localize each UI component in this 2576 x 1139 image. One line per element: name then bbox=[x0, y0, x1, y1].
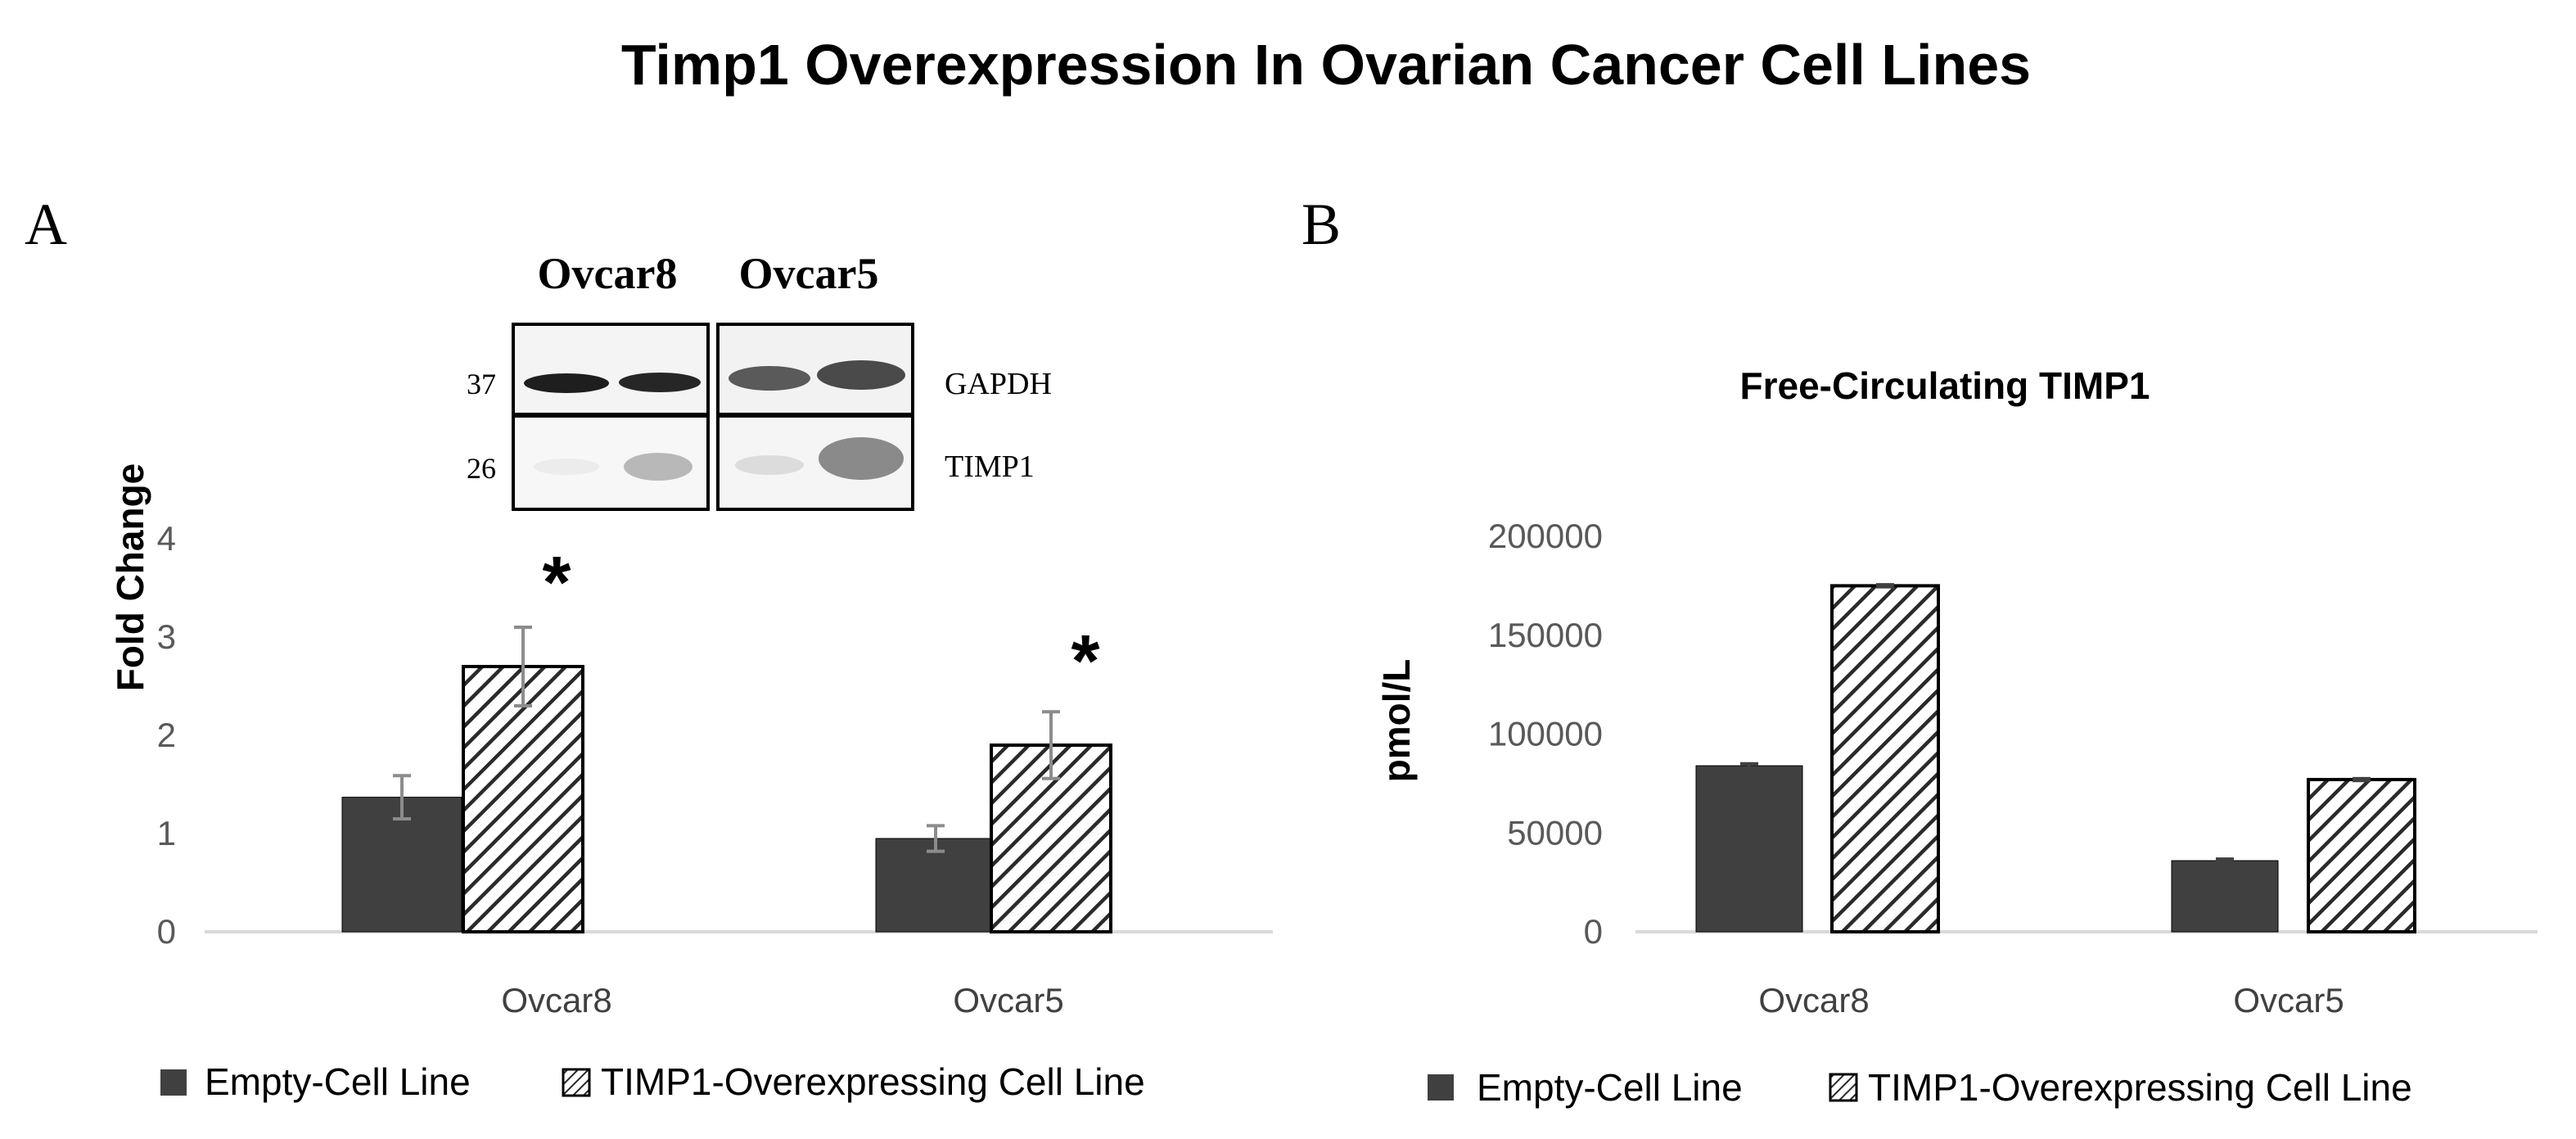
chart-b-y-tick-2: 100000 bbox=[1488, 715, 1603, 753]
chart-a-y-tick-4: 4 bbox=[157, 519, 176, 558]
chart-a-category-ovcar5: Ovcar5 bbox=[953, 981, 1063, 1019]
band-ovcar8-timp1-gapdh bbox=[619, 373, 701, 392]
chart-b-error-bar-empty-ovcar5 bbox=[2216, 857, 2234, 864]
chart-a-error-bar-timp1-ovcar5 bbox=[1042, 710, 1060, 780]
chart-a-category-ovcar8: Ovcar8 bbox=[501, 981, 611, 1019]
marker-26: 26 bbox=[467, 452, 496, 485]
chart-a-legend-label-timp1: TIMP1-Overexpressing Cell Line bbox=[601, 1060, 1145, 1103]
chart-b-legend-swatch-timp1 bbox=[1829, 1073, 1858, 1102]
band-ovcar8-empty-timp1 bbox=[534, 459, 599, 475]
chart-b-y-tick-1: 50000 bbox=[1507, 813, 1603, 852]
chart-a: Fold Change Ovcar8 Ovcar5 * * Empty-Cell… bbox=[109, 463, 1273, 1103]
chart-b-title: Free-Circulating TIMP1 bbox=[1740, 364, 2150, 407]
chart-a-legend-swatch-empty bbox=[160, 1069, 187, 1096]
protein-timp1: TIMP1 bbox=[945, 450, 1035, 484]
band-ovcar8-timp1-timp1 bbox=[624, 453, 692, 481]
chart-b-y-tick-3: 150000 bbox=[1488, 616, 1603, 654]
marker-37: 37 bbox=[467, 368, 496, 400]
chart-b-category-ovcar8: Ovcar8 bbox=[1758, 981, 1869, 1019]
chart-a-y-tick-1: 1 bbox=[157, 814, 176, 852]
chart-b-category-ovcar5: Ovcar5 bbox=[2233, 981, 2344, 1019]
chart-b-bar-empty-ovcar8 bbox=[1695, 765, 1803, 933]
chart-a-y-tick-3: 3 bbox=[157, 617, 176, 656]
chart-a-bar-timp1-ovcar8 bbox=[462, 665, 584, 933]
chart-b-error-bar-timp1-ovcar5 bbox=[2353, 776, 2371, 783]
blot-box-ovcar8-gapdh bbox=[512, 323, 710, 416]
chart-a-bar-empty-ovcar5 bbox=[875, 838, 996, 933]
chart-b-bar-timp1-ovcar8 bbox=[1830, 584, 1940, 933]
protein-gapdh: GAPDH bbox=[945, 367, 1052, 401]
chart-b: Free-Circulating TIMP1 pmol/L Ovcar8 Ovc… bbox=[1375, 364, 2538, 1109]
chart-a-error-bar-empty-ovcar8 bbox=[393, 774, 411, 820]
chart-b-bar-timp1-ovcar5 bbox=[2307, 778, 2416, 933]
chart-a-legend-label-empty: Empty-Cell Line bbox=[205, 1060, 471, 1103]
chart-b-ylabel: pmol/L bbox=[1375, 659, 1418, 783]
chart-a-y-tick-0: 0 bbox=[157, 912, 176, 951]
chart-b-bar-empty-ovcar5 bbox=[2171, 860, 2279, 933]
chart-b-error-bar-timp1-ovcar8 bbox=[1876, 583, 1894, 589]
chart-b-legend-label-timp1: TIMP1-Overexpressing Cell Line bbox=[1868, 1066, 2412, 1109]
band-ovcar5-empty-gapdh bbox=[729, 366, 810, 391]
band-ovcar8-empty-gapdh bbox=[524, 373, 609, 393]
chart-a-y-tick-2: 2 bbox=[157, 716, 176, 754]
band-ovcar5-timp1-gapdh bbox=[817, 360, 905, 390]
chart-b-legend-swatch-empty bbox=[1428, 1074, 1454, 1101]
figure-title: Timp1 Overexpression In Ovarian Cancer C… bbox=[621, 33, 2031, 97]
chart-a-legend-swatch-timp1 bbox=[562, 1068, 591, 1097]
chart-b-error-bar-empty-ovcar8 bbox=[1740, 762, 1758, 770]
band-ovcar5-empty-timp1 bbox=[735, 455, 804, 475]
chart-a-ylabel: Fold Change bbox=[109, 463, 151, 692]
panel-b-label: B bbox=[1302, 192, 1341, 257]
chart-a-error-bar-timp1-ovcar8 bbox=[514, 626, 532, 707]
panel-a-label: A bbox=[25, 192, 67, 257]
significance-asterisk-ovcar5: * bbox=[1071, 621, 1099, 703]
band-ovcar5-timp1-timp1 bbox=[819, 437, 904, 480]
western-blot: Ovcar8 Ovcar5 37 26 GAPDH TIMP1 bbox=[467, 249, 1052, 511]
significance-asterisk-ovcar8: * bbox=[542, 542, 571, 624]
blot-header-ovcar5: Ovcar5 bbox=[739, 249, 879, 298]
chart-a-error-bar-empty-ovcar5 bbox=[927, 824, 945, 853]
chart-b-y-tick-0: 0 bbox=[1584, 912, 1603, 951]
chart-b-y-tick-4: 200000 bbox=[1488, 517, 1603, 555]
chart-b-legend-label-empty: Empty-Cell Line bbox=[1477, 1066, 1743, 1109]
blot-header-ovcar8: Ovcar8 bbox=[538, 249, 678, 298]
